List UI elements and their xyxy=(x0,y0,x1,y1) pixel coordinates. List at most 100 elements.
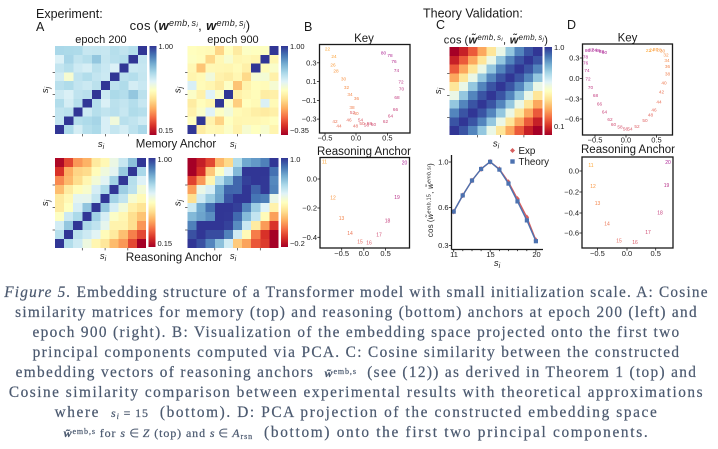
svg-text:48: 48 xyxy=(353,124,359,129)
svg-text:22: 22 xyxy=(646,48,652,53)
svg-text:cos (wemb, si, wemb, sj): cos (wemb, si, wemb, sj) xyxy=(130,18,251,33)
svg-text:0.0: 0.0 xyxy=(622,249,632,258)
svg-text:14: 14 xyxy=(347,231,353,237)
svg-text:−0.6: −0.6 xyxy=(564,229,579,238)
svg-text:76: 76 xyxy=(583,61,589,66)
svg-text:38: 38 xyxy=(665,72,671,77)
svg-text:−0.5: −0.5 xyxy=(318,134,333,143)
svg-text:Theory Validation:: Theory Validation: xyxy=(423,7,523,21)
svg-text:44: 44 xyxy=(336,124,342,129)
svg-text:−0.35: −0.35 xyxy=(290,126,309,135)
svg-text:si: si xyxy=(493,139,500,151)
svg-text:C: C xyxy=(436,18,445,32)
svg-text:82: 82 xyxy=(588,48,594,53)
svg-text:78: 78 xyxy=(387,53,393,58)
svg-text:70: 70 xyxy=(588,85,594,90)
svg-text:66: 66 xyxy=(597,102,603,107)
svg-text:sj: sj xyxy=(40,199,52,206)
svg-text:cos (w̃emb, si, w̃emb, sj): cos (w̃emb, si, w̃emb, sj) xyxy=(444,33,549,47)
svg-text:20: 20 xyxy=(402,160,408,166)
svg-text:88: 88 xyxy=(599,49,605,54)
svg-text:0.1: 0.1 xyxy=(306,77,316,86)
svg-text:Experiment:: Experiment: xyxy=(36,7,103,21)
svg-text:si: si xyxy=(98,139,105,151)
svg-text:66: 66 xyxy=(393,107,399,112)
svg-text:0.3: 0.3 xyxy=(569,54,579,63)
svg-text:26: 26 xyxy=(653,47,659,52)
svg-text:40: 40 xyxy=(353,111,359,116)
svg-text:72: 72 xyxy=(398,80,404,85)
svg-text:B: B xyxy=(304,20,312,34)
svg-text:36: 36 xyxy=(665,64,671,69)
svg-text:70: 70 xyxy=(399,87,405,92)
svg-text:13: 13 xyxy=(595,201,601,207)
svg-text:44: 44 xyxy=(656,99,662,104)
svg-text:68: 68 xyxy=(593,93,599,98)
svg-text:−0.4: −0.4 xyxy=(302,233,317,242)
svg-text:24: 24 xyxy=(649,48,655,53)
svg-text:1.00: 1.00 xyxy=(290,42,305,51)
svg-text:42: 42 xyxy=(659,89,665,94)
svg-text:Memory Anchor: Memory Anchor xyxy=(136,139,217,151)
svg-text:epoch 900: epoch 900 xyxy=(207,34,258,46)
svg-text:19: 19 xyxy=(394,195,400,201)
svg-text:46: 46 xyxy=(651,107,657,112)
svg-text:si: si xyxy=(230,139,237,151)
svg-text:11: 11 xyxy=(322,159,327,165)
svg-text:84: 84 xyxy=(592,47,598,52)
svg-text:epoch 200: epoch 200 xyxy=(75,34,126,46)
svg-text:80: 80 xyxy=(381,51,387,56)
svg-text:sj: sj xyxy=(40,86,52,93)
svg-text:−0.5: −0.5 xyxy=(588,136,603,145)
svg-text:20: 20 xyxy=(665,160,671,166)
svg-text:0.0: 0.0 xyxy=(351,134,361,143)
svg-text:sj: sj xyxy=(173,199,185,206)
svg-text:sj: sj xyxy=(433,87,445,94)
svg-text:−0.2: −0.2 xyxy=(302,204,317,213)
svg-text:52: 52 xyxy=(634,124,640,129)
svg-text:56: 56 xyxy=(364,123,370,128)
svg-text:0.15: 0.15 xyxy=(159,126,174,135)
svg-text:1.0: 1.0 xyxy=(290,155,300,164)
svg-text:−0.5: −0.5 xyxy=(590,249,605,258)
svg-text:28: 28 xyxy=(333,69,339,74)
svg-text:sj: sj xyxy=(173,86,185,93)
svg-text:80: 80 xyxy=(585,48,591,53)
svg-text:12: 12 xyxy=(330,195,336,201)
svg-text:0.1: 0.1 xyxy=(554,122,564,131)
svg-text:64: 64 xyxy=(388,114,394,119)
svg-text:si: si xyxy=(230,251,237,263)
svg-text:60: 60 xyxy=(611,122,617,127)
svg-text:62: 62 xyxy=(383,119,389,124)
svg-text:0.5: 0.5 xyxy=(651,136,661,145)
svg-text:30: 30 xyxy=(341,77,347,82)
svg-text:68: 68 xyxy=(394,95,400,100)
svg-text:0.0: 0.0 xyxy=(621,136,631,145)
svg-text:0.5: 0.5 xyxy=(650,249,660,258)
svg-text:48: 48 xyxy=(648,113,654,118)
svg-text:1.0: 1.0 xyxy=(554,43,564,52)
svg-text:74: 74 xyxy=(394,68,400,73)
svg-text:62: 62 xyxy=(607,117,613,122)
svg-text:28: 28 xyxy=(656,48,662,53)
svg-text:74: 74 xyxy=(584,68,590,73)
svg-text:Reasoning Anchor: Reasoning Anchor xyxy=(581,144,675,156)
svg-text:56: 56 xyxy=(623,127,629,132)
svg-text:12: 12 xyxy=(590,184,596,190)
svg-text:−0.1: −0.1 xyxy=(302,96,317,105)
svg-text:A: A xyxy=(36,20,45,34)
svg-text:−0.5: −0.5 xyxy=(334,249,349,258)
svg-text:18: 18 xyxy=(657,210,663,216)
svg-text:30: 30 xyxy=(660,49,666,54)
svg-text:15: 15 xyxy=(357,239,363,245)
svg-text:Reasoning Anchor: Reasoning Anchor xyxy=(126,250,222,264)
svg-text:22: 22 xyxy=(325,47,331,52)
svg-text:−0.2: −0.2 xyxy=(290,239,305,248)
svg-text:0.0: 0.0 xyxy=(359,249,369,258)
svg-text:0.3: 0.3 xyxy=(438,241,448,250)
svg-text:15: 15 xyxy=(486,250,494,259)
svg-text:Key: Key xyxy=(354,33,374,45)
svg-text:11: 11 xyxy=(588,163,593,169)
svg-text:60: 60 xyxy=(371,122,377,127)
svg-text:52: 52 xyxy=(350,110,356,115)
